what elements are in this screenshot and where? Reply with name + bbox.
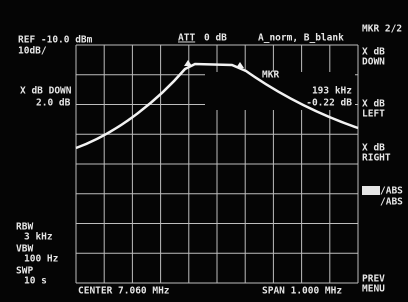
readout-value: 2.0 dB <box>36 98 71 109</box>
softkey-highlight <box>362 186 380 195</box>
marker-freq: 193 kHz <box>312 86 352 97</box>
analyzer-screen: REF -10.0 dBm 10dB/ ATT 0 dB A_norm, B_b… <box>0 0 408 302</box>
softkey-line[interactable]: RIGHT <box>362 153 391 164</box>
vbw-value: 100 Hz <box>24 254 59 265</box>
softkey-line[interactable]: /ABS <box>380 197 403 208</box>
softkey-line[interactable]: /ABS <box>380 186 403 197</box>
scale: 10dB/ <box>18 46 47 57</box>
span: SPAN 1.000 MHz <box>262 286 342 297</box>
center-freq: CENTER 7.060 MHz <box>78 286 170 297</box>
ref-level: REF -10.0 dBm <box>18 35 93 46</box>
menu-title: MKR 2/2 <box>362 24 402 35</box>
softkey-line[interactable]: DOWN <box>362 57 385 68</box>
trace-mode: A_norm, B_blank <box>258 33 344 44</box>
readout-function: X dB DOWN <box>20 86 72 97</box>
softkey-line[interactable]: LEFT <box>362 109 385 120</box>
softkey-line[interactable]: MENU <box>362 284 385 295</box>
att-label: ATT <box>178 33 195 44</box>
marker-label: MKR <box>262 70 279 81</box>
rbw-value: 3 kHz <box>24 232 53 243</box>
att-value: 0 dB <box>204 33 227 44</box>
marker-level: -0.22 dB <box>306 98 352 109</box>
swp-value: 10 s <box>24 276 47 287</box>
